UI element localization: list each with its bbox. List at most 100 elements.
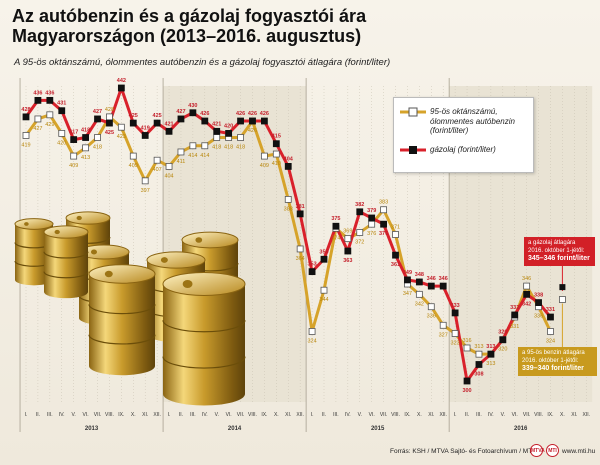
petrol-point [141, 177, 149, 185]
petrol-value-label: 342 [415, 301, 424, 307]
diesel-point [225, 129, 233, 137]
legend: 95-ös oktánszámú, ólommentes autóbenzin … [393, 97, 534, 173]
diesel-point [165, 127, 173, 135]
barrel-lid [146, 251, 206, 269]
barrel-rib [162, 320, 246, 333]
month-tick-label: X. [274, 412, 279, 418]
month-tick-label: II. [465, 412, 469, 418]
petrol-point [46, 111, 54, 119]
oil-barrel [43, 225, 89, 299]
month-tick-label: XII. [296, 412, 304, 418]
petrol-value-label: 418 [224, 145, 233, 151]
petrol-value-label: 371 [391, 225, 400, 231]
month-tick-label: II. [36, 412, 40, 418]
oil-barrel [88, 264, 156, 376]
diesel-value-label: 436 [33, 90, 42, 96]
month-tick-label: III. [333, 412, 339, 418]
month-tick-label: IX. [261, 412, 267, 418]
month-tick-label: IV. [345, 412, 351, 418]
diesel-point [439, 282, 447, 290]
month-tick-label: X. [131, 412, 136, 418]
source-credit: Forrás: KSH / MTVA Sajtó- és Fotoarchívu… [390, 448, 534, 455]
diesel-point [94, 115, 101, 123]
diesel-point [463, 377, 471, 385]
petrol-point [153, 156, 161, 164]
petrol-point [356, 229, 364, 236]
diesel-value-label: 442 [117, 78, 126, 84]
diesel-value-label: 425 [105, 130, 114, 136]
month-tick-label: IX. [118, 412, 124, 418]
petrol-value-label: 397 [141, 188, 150, 194]
diesel-value-label: 426 [248, 111, 257, 117]
diesel-value-label: 421 [164, 121, 173, 127]
petrol-value-label: 428 [105, 107, 114, 113]
petrol-value-label: 344 [319, 297, 328, 303]
petrol-point [117, 123, 125, 131]
diesel-point [535, 299, 542, 306]
year-label: 2015 [371, 426, 385, 432]
diesel-point [415, 278, 423, 286]
barrel-body [89, 274, 155, 376]
petrol-point [392, 231, 399, 238]
diesel-value-label: 342 [522, 301, 531, 307]
petrol-value-label: 429 [45, 122, 54, 128]
diesel-value-label: 349 [403, 270, 412, 276]
diesel-value-label: 436 [45, 90, 54, 96]
diesel-value-label: 421 [212, 121, 221, 127]
barrel-cap [91, 249, 97, 255]
month-tick-label: III. [476, 412, 482, 418]
petrol-value-label: 313 [474, 344, 483, 350]
year-label: 2013 [85, 426, 99, 432]
petrol-value-label: 409 [260, 163, 269, 169]
petrol-october-annotation: a 95-ös benzin átlagára 2016. október 1-… [518, 347, 597, 376]
legend-petrol-label: 95-ös oktánszámú, ólommentes autóbenzin … [430, 107, 515, 135]
month-tick-label: XI. [285, 412, 291, 418]
month-tick-label: V. [501, 412, 505, 418]
diesel-value-label: 363 [343, 258, 352, 264]
diesel-point [320, 255, 328, 263]
petrol-value-label: 413 [81, 155, 90, 161]
petrol-point [34, 115, 42, 123]
petrol-point [451, 330, 459, 337]
diesel-value-label: 426 [200, 111, 209, 117]
diesel-point [487, 350, 495, 358]
oil-barrel [14, 218, 54, 286]
petrol-point [296, 245, 304, 253]
petrol-point [94, 134, 101, 141]
month-tick-label: XI. [571, 412, 577, 418]
month-tick-label: VIII. [391, 412, 400, 418]
diesel-value-label: 425 [129, 113, 138, 119]
petrol-value-label: 383 [379, 200, 388, 206]
diesel-point [177, 115, 185, 123]
barrel-cap [104, 270, 113, 278]
barrel-cap [182, 279, 193, 289]
month-tick-label: VII. [380, 412, 388, 418]
diesel-point [46, 96, 54, 104]
diesel-point [296, 210, 304, 218]
petrol-point [201, 142, 209, 150]
diesel-value-label: 300 [462, 388, 471, 394]
diesel-value-label: 415 [272, 134, 281, 140]
diesel-value-label: 338 [534, 293, 543, 299]
barrel-cap [24, 222, 29, 226]
legend-diesel-label: gázolaj (forint/liter) [430, 145, 496, 154]
month-tick-label: VIII. [248, 412, 257, 418]
petrol-point [427, 303, 435, 311]
barrel-body [15, 224, 53, 286]
diesel-value-label: 404 [284, 156, 294, 162]
diesel-point [451, 309, 459, 317]
petrol-value-label: 419 [21, 142, 30, 148]
diesel-point [237, 117, 244, 125]
diesel-point [106, 119, 113, 127]
diesel-value-label: 359 [319, 249, 328, 255]
diesel-point [547, 313, 554, 321]
diesel-value-label: 348 [415, 272, 424, 278]
barrel-lid [88, 264, 156, 284]
diesel-point [368, 214, 376, 222]
oil-barrel [162, 272, 246, 406]
petrol-value-label: 324 [307, 338, 316, 344]
petrol-value-label: 374 [331, 235, 340, 241]
diesel-value-label: 420 [224, 123, 233, 129]
petrol-point [320, 286, 328, 294]
